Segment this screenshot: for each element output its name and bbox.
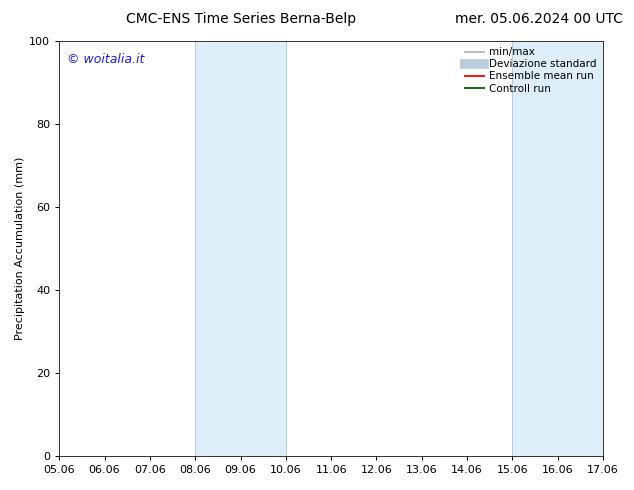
Bar [512, 41, 603, 456]
Text: © woitalia.it: © woitalia.it [67, 53, 145, 67]
Bar [195, 41, 286, 456]
Text: CMC-ENS Time Series Berna-Belp: CMC-ENS Time Series Berna-Belp [126, 12, 356, 26]
Legend: min/max, Deviazione standard, Ensemble mean run, Controll run: min/max, Deviazione standard, Ensemble m… [462, 44, 600, 97]
Text: mer. 05.06.2024 00 UTC: mer. 05.06.2024 00 UTC [455, 12, 623, 26]
Y-axis label: Precipitation Accumulation (mm): Precipitation Accumulation (mm) [15, 157, 25, 340]
